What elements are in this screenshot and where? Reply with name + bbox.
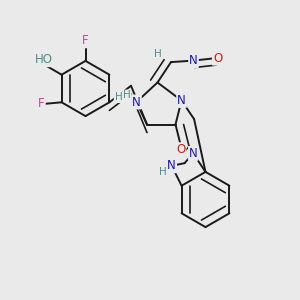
Text: F: F [82, 34, 89, 47]
Text: H: H [123, 90, 131, 100]
Text: H: H [115, 92, 122, 102]
Text: F: F [38, 97, 45, 110]
Text: HO: HO [34, 53, 52, 66]
Text: N: N [189, 54, 198, 67]
Text: H: H [154, 49, 161, 59]
Text: N: N [132, 95, 141, 109]
Text: O: O [213, 52, 222, 65]
Text: O: O [176, 143, 185, 156]
Text: H: H [159, 167, 167, 177]
Text: N: N [177, 94, 186, 107]
Text: N: N [189, 147, 198, 160]
Text: N: N [167, 159, 176, 172]
